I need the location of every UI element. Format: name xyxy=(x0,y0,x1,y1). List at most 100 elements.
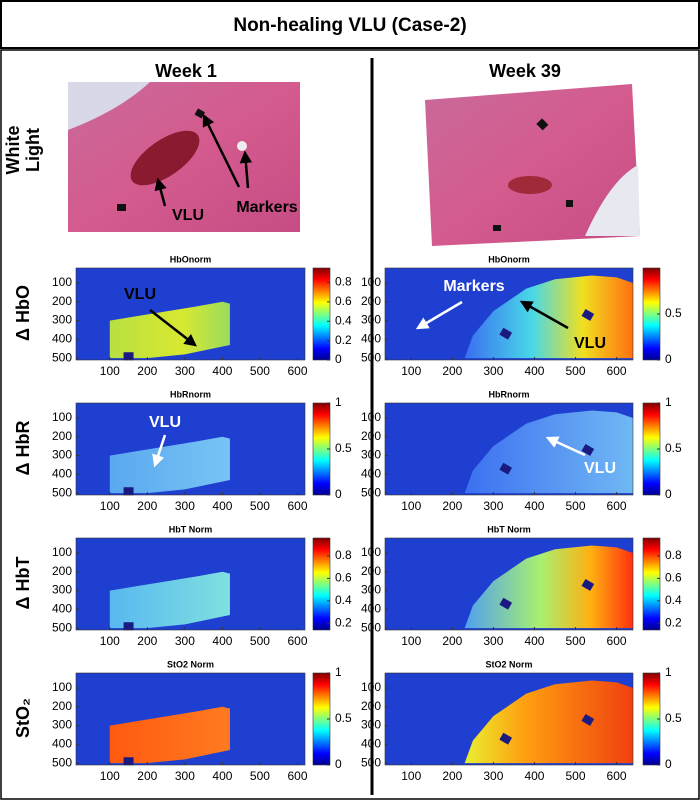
y-tick-label: 200 xyxy=(52,429,72,443)
colorbar-tick-label: 0.4 xyxy=(665,593,682,607)
x-tick-label: 200 xyxy=(137,634,157,648)
marker xyxy=(581,713,595,726)
marker xyxy=(499,732,513,745)
y-tick-label: 500 xyxy=(52,350,72,364)
heatmap-panel: StO2 Norm 100 200 300 400 500 600 100 200 300 400 5… xyxy=(52,659,352,783)
title-box xyxy=(0,0,700,49)
x-tick-label: 400 xyxy=(212,769,232,783)
x-tick-label: 200 xyxy=(442,769,462,783)
y-tick-label: 400 xyxy=(361,737,381,751)
x-tick-label: 600 xyxy=(287,634,307,648)
x-tick-label: 400 xyxy=(524,499,544,513)
x-tick-label: 400 xyxy=(212,364,232,378)
colorbar-tick-label: 0.6 xyxy=(665,571,682,585)
frame xyxy=(0,49,700,800)
tissue-region xyxy=(109,706,230,764)
x-tick-label: 200 xyxy=(442,634,462,648)
y-tick-label: 200 xyxy=(361,294,381,308)
y-tick-label: 200 xyxy=(361,699,381,713)
colorbar-tick-label: 0.5 xyxy=(665,711,682,725)
y-tick-label: 400 xyxy=(361,467,381,481)
y-tick-label: 100 xyxy=(52,680,72,694)
row-label: White xyxy=(3,126,23,175)
x-tick-label: 100 xyxy=(100,634,120,648)
annotation-arrow xyxy=(415,300,463,330)
x-tick-label: 600 xyxy=(287,364,307,378)
heatmap-panel: HbRnorm 100 200 300 400 500 600 100 200 300 400 500… xyxy=(52,389,352,513)
y-tick-label: 100 xyxy=(361,680,381,694)
x-tick-label: 400 xyxy=(212,499,232,513)
y-tick-label: 500 xyxy=(361,485,381,499)
y-tick-label: 300 xyxy=(52,583,72,597)
colorbar-tick-label: 0.5 xyxy=(665,441,682,455)
y-tick-label: 300 xyxy=(361,313,381,327)
panel-title: HbT Norm xyxy=(487,524,531,534)
panel-title: HbOnorm xyxy=(170,254,212,264)
tissue-region xyxy=(109,436,230,494)
x-tick-label: 400 xyxy=(212,634,232,648)
x-tick-label: 400 xyxy=(524,769,544,783)
x-tick-label: 300 xyxy=(175,364,195,378)
colorbar-tick-label: 0.8 xyxy=(335,548,352,562)
panel-title: HbRnorm xyxy=(489,389,530,399)
colorbar-tick-label: 0.2 xyxy=(665,615,682,629)
y-tick-label: 500 xyxy=(361,620,381,634)
heatmap-panel: HbT Norm 100 200 300 400 500 600 100 200 300 400 50… xyxy=(361,524,682,648)
y-tick-label: 400 xyxy=(361,602,381,616)
tissue-region xyxy=(109,571,230,629)
annotation-arrow xyxy=(149,309,197,347)
column-header: Week 1 xyxy=(155,61,217,81)
heatmap-panel: HbOnorm 100 200 300 400 500 600 100 200 300 400 500… xyxy=(361,254,682,378)
colorbar-tick-label: 1 xyxy=(335,665,342,679)
colorbar-tick-label: 0.5 xyxy=(335,441,352,455)
heatmap-panel: StO2 Norm 100 200 300 400 500 600 100 200 300 400 5… xyxy=(361,659,682,783)
photo xyxy=(425,84,640,246)
x-tick-label: 200 xyxy=(137,769,157,783)
y-tick-label: 500 xyxy=(52,485,72,499)
row-label: StO₂ xyxy=(13,698,33,738)
annotation-label: Markers xyxy=(443,278,504,295)
annotation-arrow xyxy=(152,434,167,468)
row-label: Δ HbT xyxy=(13,557,33,610)
axes-frame xyxy=(75,402,306,496)
y-tick-label: 500 xyxy=(361,350,381,364)
colorbar-tick-label: 0 xyxy=(665,757,672,771)
y-tick-label: 100 xyxy=(52,410,72,424)
colorbar-tick-label: 0 xyxy=(335,487,342,501)
x-tick-label: 400 xyxy=(524,364,544,378)
row-label: Δ HbR xyxy=(13,421,33,476)
heatmap-panel: HbOnorm 100 200 300 400 500 600 100 200 300 400 500… xyxy=(52,254,352,378)
panel-title: HbRnorm xyxy=(170,389,211,399)
marker xyxy=(581,443,595,456)
y-tick-label: 100 xyxy=(52,275,72,289)
marker xyxy=(581,578,595,591)
y-tick-label: 200 xyxy=(52,564,72,578)
y-tick-label: 500 xyxy=(52,755,72,769)
colorbar xyxy=(312,537,331,631)
x-tick-label: 300 xyxy=(483,499,503,513)
x-tick-label: 100 xyxy=(100,499,120,513)
photo-label: Markers xyxy=(236,199,297,216)
x-tick-label: 600 xyxy=(607,364,627,378)
row-label: Δ HbO xyxy=(13,285,33,341)
y-tick-label: 100 xyxy=(361,275,381,289)
colorbar-tick-label: 0.5 xyxy=(335,711,352,725)
y-tick-label: 300 xyxy=(361,718,381,732)
colorbar-tick-label: 0.4 xyxy=(335,313,352,327)
x-tick-label: 500 xyxy=(250,634,270,648)
annotation-label: VLU xyxy=(124,286,156,303)
photo-label: VLU xyxy=(172,207,204,224)
x-tick-label: 100 xyxy=(401,634,421,648)
annotation-label: VLU xyxy=(149,414,181,431)
colorbar-tick-label: 0.8 xyxy=(335,275,352,289)
y-tick-label: 100 xyxy=(361,410,381,424)
x-tick-label: 100 xyxy=(401,499,421,513)
row-label: Light xyxy=(23,128,43,172)
colorbar xyxy=(312,267,331,361)
x-tick-label: 200 xyxy=(137,499,157,513)
x-tick-label: 100 xyxy=(100,769,120,783)
panel-title: HbOnorm xyxy=(488,254,530,264)
y-tick-label: 100 xyxy=(52,545,72,559)
annotation-arrow xyxy=(545,436,586,457)
x-tick-label: 300 xyxy=(483,769,503,783)
